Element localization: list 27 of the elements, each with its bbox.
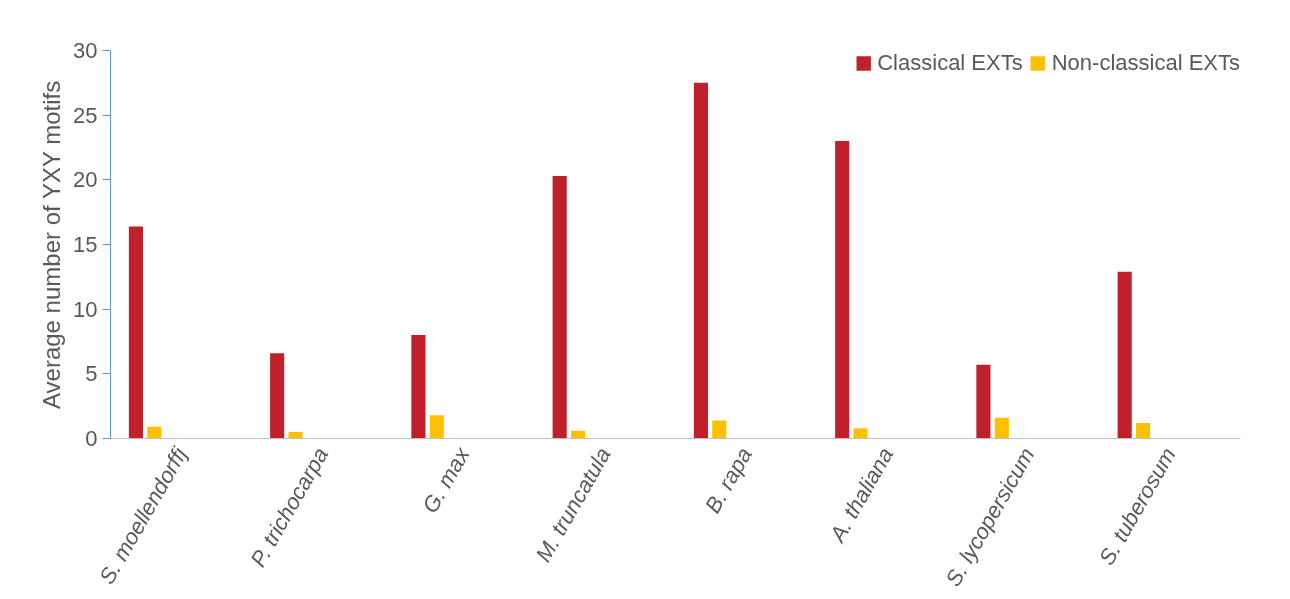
- bar: [712, 420, 727, 439]
- bar: [147, 426, 162, 439]
- y-tick-label: 20: [73, 167, 98, 193]
- bar: [429, 415, 444, 439]
- bar: [288, 432, 303, 439]
- y-tick-label: 5: [85, 361, 98, 387]
- y-axis-title: Average number of YXY motifs: [38, 80, 66, 410]
- bar: [1135, 422, 1151, 439]
- y-tick-label: 15: [73, 232, 98, 257]
- bar: [994, 417, 1009, 439]
- bar: [270, 353, 285, 439]
- y-tick-label: 0: [85, 426, 98, 451]
- legend-label: Classical EXTs: [877, 50, 1023, 76]
- bar: [128, 226, 143, 439]
- bar: [1117, 271, 1132, 439]
- bar: [853, 428, 868, 439]
- x-tick-label: B. rapa: [699, 443, 757, 518]
- x-tick-label: G. max: [417, 442, 475, 518]
- bar: [411, 335, 426, 439]
- legend-label: Non-classical EXTs: [1051, 50, 1240, 76]
- bar: [552, 175, 567, 439]
- bar: [976, 364, 991, 439]
- bar: [835, 141, 850, 439]
- y-tick-label: 30: [73, 38, 98, 63]
- y-tick-label: 10: [73, 296, 98, 322]
- bar: [693, 82, 708, 439]
- y-tick-label: 25: [73, 102, 98, 128]
